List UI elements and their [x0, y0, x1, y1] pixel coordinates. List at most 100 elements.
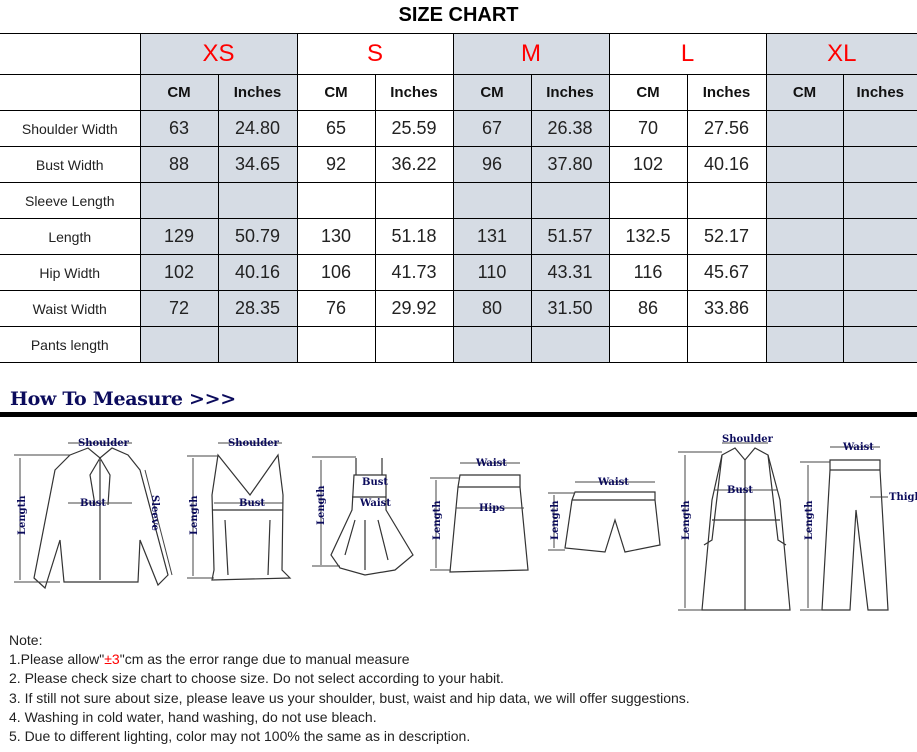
table-cell [452, 182, 532, 219]
length-label: Length [17, 495, 28, 535]
table-cell: 33.86 [686, 290, 767, 327]
shoulder-label: Shoulder [78, 438, 130, 449]
table-cell: 52.17 [686, 218, 767, 255]
skirt-illustration: Waist Hips Length [430, 458, 529, 573]
table-cell: 131 [452, 218, 532, 255]
sleeve-label: Sleeve [149, 495, 160, 531]
table-cell: 96 [452, 146, 532, 183]
unit-header-cm: CM [139, 74, 219, 111]
shorts-illustration: Waist Length [548, 477, 661, 553]
table-row: Bust Width 88 34.65 92 36.22 96 37.80 102 40.16 [0, 146, 917, 183]
table-cell: 65 [296, 110, 376, 147]
table-row: Shoulder Width 63 24.80 65 25.59 67 26.38 70 27.… [0, 110, 917, 147]
corner-cell [0, 74, 141, 111]
table-cell: 80 [452, 290, 532, 327]
table-cell: 51.57 [530, 218, 610, 255]
note-4: 4. Washing in cold water, hand washing, … [9, 708, 377, 725]
row-label: Length [0, 218, 141, 255]
notes-heading: Note: [9, 632, 43, 648]
table-cell [374, 182, 454, 219]
unit-header-cm: CM [452, 74, 532, 111]
unit-header-cm: CM [765, 74, 844, 111]
table-cell: 40.16 [217, 254, 298, 291]
unit-header-inches: Inches [686, 74, 767, 111]
waist-label: Waist [842, 442, 874, 453]
unit-header-inches: Inches [374, 74, 454, 111]
table-cell [217, 182, 298, 219]
unit-header-cm: CM [608, 74, 688, 111]
row-label: Shoulder Width [0, 110, 141, 147]
table-cell: 34.65 [217, 146, 298, 183]
table-cell: 27.56 [686, 110, 767, 147]
table-row: Hip Width 102 40.16 106 41.73 110 43.31 116 45.6… [0, 254, 917, 291]
size-chart-title: SIZE CHART [398, 4, 519, 26]
row-label: Bust Width [0, 146, 141, 183]
corner-cell [0, 33, 141, 75]
table-cell [608, 182, 688, 219]
unit-header-row: CM Inches CM Inches CM Inches CM Inches CM Inches [0, 74, 917, 111]
pants-illustration: Waist Thigh Length [800, 442, 917, 611]
notes: Note: 1.Please allow"±3"cm as the error … [9, 631, 690, 746]
table-cell: 76 [296, 290, 376, 327]
table-cell: 130 [296, 218, 376, 255]
note-1-tolerance: ±3 [104, 651, 120, 668]
table-cell [842, 218, 917, 255]
table-cell [530, 182, 610, 219]
table-row: Length 129 50.79 130 51.18 131 51.57 132.5 52.17 [0, 218, 917, 255]
size-chart-table: XS S M L XL CM Inches CM Inches CM Inches CM Inches C… [0, 33, 917, 363]
table-cell [296, 182, 376, 219]
size-header-xl: XL [765, 33, 917, 75]
waist-label: Waist [475, 458, 507, 469]
size-header-row: XS S M L XL [0, 33, 917, 75]
table-cell [530, 326, 610, 363]
table-row: Pants length [0, 326, 917, 363]
size-header-xs: XS [139, 33, 298, 75]
size-header-m: M [452, 33, 610, 75]
size-header-l: L [608, 33, 767, 75]
bust-label: Bust [362, 477, 388, 488]
table-cell: 24.80 [217, 110, 298, 147]
table-cell: 29.92 [374, 290, 454, 327]
note-5: 5. Due to different lighting, color may … [9, 728, 471, 745]
table-cell [686, 182, 767, 219]
table-cell: 102 [139, 254, 219, 291]
table-cell [765, 290, 844, 327]
coat-illustration: Shoulder Bust Length [678, 434, 791, 611]
note-3: 3. If still not sure about size, please … [9, 689, 690, 706]
size-header-s: S [296, 33, 454, 75]
row-label: Pants length [0, 326, 141, 363]
table-cell [842, 326, 917, 363]
table-cell [765, 254, 844, 291]
table-cell [452, 326, 532, 363]
table-cell: 45.67 [686, 254, 767, 291]
table-cell: 43.31 [530, 254, 610, 291]
table-cell: 41.73 [374, 254, 454, 291]
divider [0, 412, 917, 417]
table-cell: 70 [608, 110, 688, 147]
table-cell [765, 182, 844, 219]
unit-header-cm: CM [296, 74, 376, 111]
bust-label: Bust [239, 498, 265, 509]
table-cell: 40.16 [686, 146, 767, 183]
measurement-illustrations: Shoulder Bust Sleeve Length Shoulder Bus… [14, 434, 917, 611]
unit-header-inches: Inches [217, 74, 298, 111]
table-cell: 67 [452, 110, 532, 147]
dress-illustration: Bust Waist Length [312, 456, 414, 576]
table-cell [217, 326, 298, 363]
table-cell: 72 [139, 290, 219, 327]
waist-label: Waist [597, 477, 629, 488]
length-label: Length [804, 500, 815, 540]
hips-label: Hips [479, 503, 505, 514]
length-label: Length [432, 500, 443, 540]
length-label: Length [316, 485, 327, 525]
note-2: 2. Please check size chart to choose siz… [9, 670, 504, 687]
table-cell: 31.50 [530, 290, 610, 327]
note-1-text-end: "cm as the error range due to manual mea… [119, 651, 410, 668]
table-cell [842, 290, 917, 327]
table-row: Waist Width 72 28.35 76 29.92 80 31.50 86 33.86 [0, 290, 917, 327]
table-row: Sleeve Length [0, 182, 917, 219]
table-cell [374, 326, 454, 363]
shirt-illustration: Shoulder Bust Sleeve Length [14, 438, 173, 590]
table-cell: 116 [608, 254, 688, 291]
table-cell: 28.35 [217, 290, 298, 327]
